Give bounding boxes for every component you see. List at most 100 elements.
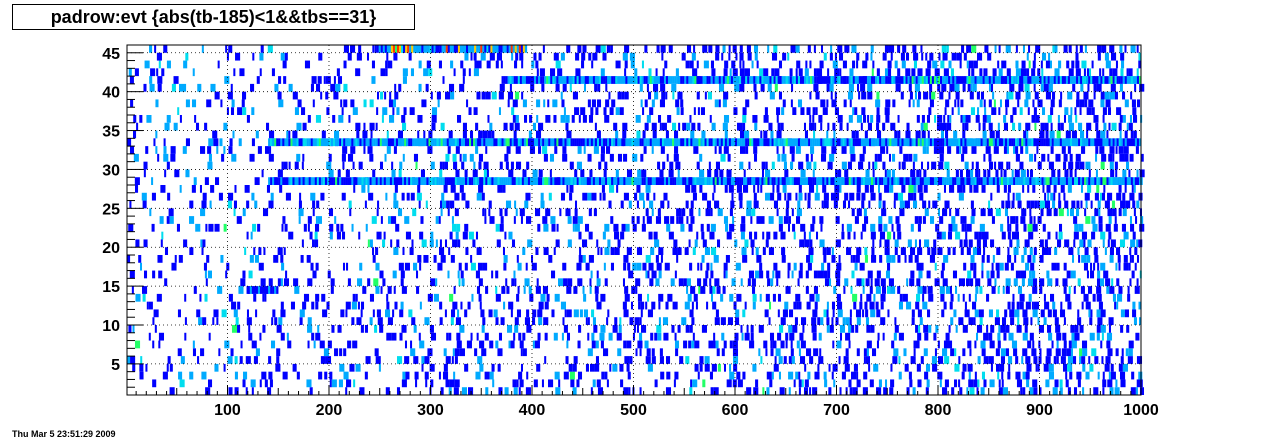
heatmap-cell	[801, 76, 805, 84]
heatmap-cell	[880, 293, 886, 302]
heatmap-cell	[479, 138, 482, 147]
heatmap-cell	[322, 309, 328, 318]
heatmap-cell	[1109, 255, 1114, 263]
heatmap-cell	[917, 332, 922, 341]
heatmap-cell	[284, 177, 287, 185]
heatmap-cell	[214, 363, 219, 372]
heatmap-cell	[915, 76, 918, 84]
heatmap-cell	[844, 177, 847, 185]
heatmap-cell	[410, 192, 415, 201]
heatmap-cell	[994, 45, 997, 53]
heatmap-cell	[329, 231, 333, 240]
heatmap-cell	[580, 177, 583, 185]
heatmap-cell	[609, 363, 612, 372]
heatmap-cell	[1019, 76, 1022, 84]
heatmap-cell	[554, 76, 557, 84]
heatmap-cell	[763, 130, 768, 139]
heatmap-cell	[749, 340, 755, 349]
heatmap-cell	[668, 76, 671, 84]
heatmap-cell	[453, 68, 456, 77]
heatmap-cell	[1120, 325, 1124, 333]
heatmap-cell	[609, 153, 614, 162]
heatmap-cell	[607, 239, 611, 248]
heatmap-cell	[962, 293, 965, 302]
heatmap-cell	[505, 76, 508, 84]
heatmap-cell	[842, 177, 845, 185]
heatmap-cell	[358, 45, 362, 53]
heatmap-cell	[310, 262, 314, 271]
heatmap-cell	[492, 379, 495, 388]
heatmap-cell	[595, 340, 599, 349]
heatmap-cell	[895, 76, 898, 84]
heatmap-cell	[1021, 255, 1025, 263]
heatmap-cell	[955, 208, 960, 217]
heatmap-cell	[841, 223, 844, 232]
heatmap-cell	[417, 115, 423, 123]
heatmap-cell	[321, 293, 326, 302]
heatmap-cell	[989, 340, 995, 349]
heatmap-cell	[208, 153, 212, 162]
heatmap-cell	[278, 177, 281, 185]
heatmap-cell	[842, 200, 847, 209]
heatmap-cell	[1072, 255, 1075, 263]
heatmap-cell	[922, 200, 927, 209]
heatmap-cell	[923, 185, 928, 193]
heatmap-cell	[617, 153, 623, 162]
heatmap-cell	[709, 286, 713, 294]
heatmap-cell	[413, 325, 417, 333]
heatmap-cell	[1007, 371, 1011, 380]
heatmap-cell	[819, 239, 825, 248]
heatmap-cell	[1041, 76, 1044, 84]
heatmap-cell	[208, 332, 211, 341]
heatmap-cell	[1054, 45, 1058, 53]
heatmap-cell	[624, 293, 630, 302]
heatmap-cell	[1130, 91, 1133, 100]
heatmap-cell	[662, 161, 666, 170]
heatmap-cell	[1116, 192, 1122, 201]
heatmap-cell	[973, 270, 977, 279]
heatmap-cell	[642, 130, 646, 139]
heatmap-cell	[146, 301, 149, 310]
heatmap-cell	[478, 130, 483, 139]
heatmap-cell	[511, 76, 514, 84]
heatmap-cell	[424, 177, 427, 185]
heatmap-cell	[694, 340, 700, 349]
heatmap-cell	[648, 231, 653, 240]
heatmap-cell	[1059, 379, 1063, 388]
heatmap-cell	[831, 247, 834, 255]
heatmap-cell	[889, 177, 892, 185]
heatmap-cell	[464, 262, 468, 271]
heatmap-cell	[816, 231, 819, 240]
heatmap-cell	[961, 45, 965, 53]
heatmap-cell	[892, 99, 896, 108]
heatmap-cell	[164, 278, 168, 287]
heatmap-cell	[948, 340, 953, 349]
heatmap-cell	[482, 317, 486, 325]
heatmap-cell	[619, 363, 624, 372]
heatmap-cell	[653, 231, 658, 240]
heatmap-cell	[1111, 52, 1117, 61]
heatmap-cell	[943, 68, 949, 77]
heatmap-cell	[882, 332, 885, 341]
heatmap-cell	[667, 293, 673, 302]
heatmap-cell	[1013, 76, 1016, 84]
heatmap-cell	[904, 363, 909, 372]
heatmap-cell	[1110, 138, 1113, 147]
heatmap-cell	[214, 223, 220, 232]
heatmap-cell	[681, 52, 686, 61]
heatmap-cell	[745, 99, 750, 108]
heatmap-cell	[582, 286, 585, 294]
heatmap-cell	[639, 138, 642, 147]
heatmap-cell	[1068, 122, 1074, 131]
heatmap-cell	[451, 45, 455, 53]
heatmap-cell	[300, 177, 303, 185]
heatmap-cell	[277, 247, 283, 255]
heatmap-cell	[1050, 192, 1054, 201]
heatmap-cell	[445, 379, 450, 388]
heatmap-cell	[839, 325, 846, 333]
heatmap-cell	[1054, 317, 1059, 325]
heatmap-cell	[828, 76, 831, 84]
heatmap-cell	[1115, 146, 1118, 154]
heatmap-cell	[460, 301, 463, 310]
heatmap-cell	[787, 262, 791, 271]
